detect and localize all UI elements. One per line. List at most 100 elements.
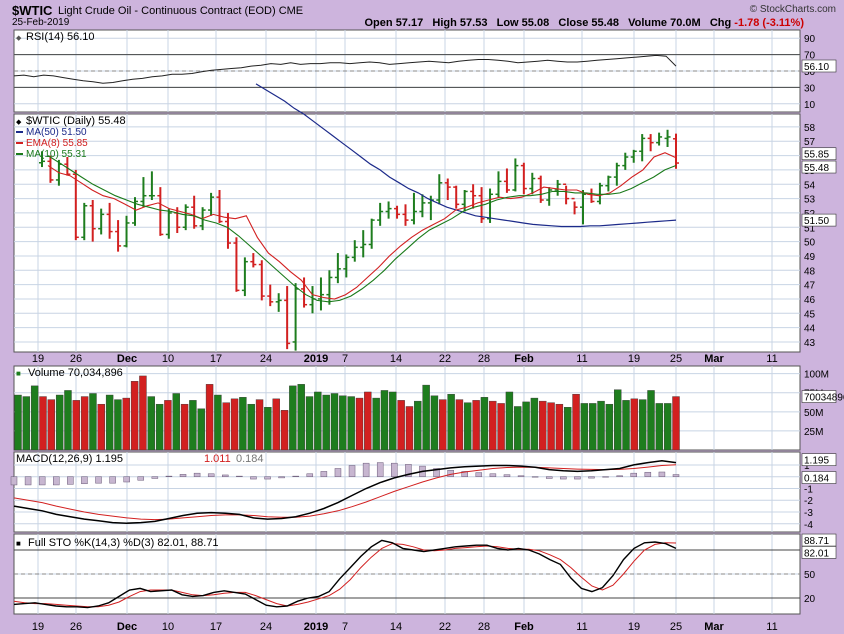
volume-bar [547, 402, 555, 451]
open-value: 57.17 [395, 17, 424, 29]
x-axis-label: 28 [478, 621, 490, 633]
x-axis-label: 14 [390, 621, 402, 633]
x-axis-label: Mar [704, 621, 724, 633]
volume-bar [314, 391, 322, 451]
macd-tick: -2 [804, 496, 813, 507]
rsi-line [13, 54, 677, 84]
volume-bar [330, 393, 339, 451]
sto-title: Full STO %K(14,3) %D(3) 82.01, 88.71 [28, 537, 219, 549]
volume-bar [147, 396, 155, 451]
volume-bar [672, 396, 680, 451]
ma50-line [255, 83, 677, 228]
legend-entry: MA(10) 55.31 [26, 149, 87, 160]
ema8-value-label: 55.85 [804, 150, 829, 161]
macd-histogram-bar [81, 476, 88, 485]
macd-histogram-bar [207, 473, 215, 477]
x-axis-label: 14 [390, 353, 402, 365]
macd-histogram-bar [461, 471, 468, 477]
volume-bar [539, 400, 547, 451]
macd-histogram-bar [24, 476, 32, 486]
macd-tick: -1 [804, 484, 813, 495]
x-axis-label: 19 [628, 621, 640, 633]
price-tick: 46 [804, 295, 816, 306]
volume-bar [364, 391, 372, 451]
volume-bar [280, 410, 289, 451]
macd-tick: 1 [804, 461, 810, 472]
volume-bar [30, 385, 39, 451]
volume-bar [405, 406, 414, 451]
macd-histogram-bar [109, 476, 116, 484]
volume-bar [72, 400, 81, 451]
x-axis-label: 10 [162, 353, 174, 365]
volume-bar [663, 403, 672, 451]
volume-bar [505, 391, 514, 451]
macd-histogram-bar [236, 475, 243, 477]
x-axis-label: 28 [478, 353, 490, 365]
volume-marker-icon: ■ [16, 369, 21, 378]
volume-bar [613, 389, 622, 451]
volume-bar [239, 397, 247, 451]
ma10-line [47, 155, 677, 303]
legend-entry: EMA(8) 55.85 [26, 138, 88, 149]
volume-bar [397, 400, 405, 451]
x-axis-label: 22 [439, 621, 451, 633]
volume-bar [139, 375, 147, 451]
volume-bar [322, 394, 330, 451]
macd-histogram-bar [320, 471, 328, 477]
brand-label: © StockCharts.com [749, 4, 836, 15]
price-tick: 51 [804, 223, 816, 234]
ema8-value-label-box [801, 147, 837, 161]
price-tick: 48 [804, 266, 816, 277]
volume-bar [305, 396, 314, 451]
x-axis-label: 2019 [304, 353, 328, 365]
volume-bar [464, 402, 472, 451]
volume-bar [589, 403, 597, 451]
macd-hist-label: 0.184 [236, 453, 264, 465]
volume-bar [164, 400, 172, 451]
x-axis-label: 17 [210, 621, 222, 633]
volume-value: 70.0M [670, 17, 701, 29]
price-panel [13, 113, 801, 353]
x-axis-label: 11 [766, 621, 777, 633]
price-tick: 50 [804, 238, 816, 249]
x-axis-label: 11 [766, 353, 777, 365]
close-value-label-box [801, 160, 837, 174]
macd-histogram-bar [503, 474, 511, 477]
x-axis-label: 7 [342, 353, 348, 365]
macd-histogram-bar [574, 476, 581, 480]
volume-bar [530, 397, 539, 451]
rsi-value-label: 56.10 [804, 62, 829, 73]
macd-histogram-bar [545, 476, 553, 479]
volume-bar [14, 394, 22, 451]
macd-histogram-bar [53, 476, 60, 486]
macd-histogram-bar [602, 476, 609, 478]
macd-histogram-bar [123, 476, 130, 483]
volume-bar [222, 402, 230, 451]
macd-histogram-bar [151, 476, 159, 479]
volume-bar [22, 396, 31, 451]
x-axis-label: 11 [576, 353, 587, 365]
macd-hist-value-label-box [801, 471, 837, 484]
close-value-label: 55.48 [804, 163, 829, 174]
x-axis-label: 19 [32, 621, 44, 633]
price-tick: 47 [804, 281, 816, 292]
low-value: 55.08 [521, 17, 550, 29]
volume-bar [97, 403, 105, 451]
volume-bar [347, 396, 355, 451]
volume-bar [447, 394, 455, 451]
x-axis-label: 2019 [304, 621, 328, 633]
rsi-tick: 50 [804, 67, 816, 78]
x-axis-label: 25 [670, 353, 682, 365]
volume-bar [339, 395, 347, 451]
sto-d-value-label-box [801, 533, 837, 547]
macd-value-label-box [801, 453, 837, 466]
volume-bar [647, 390, 655, 451]
macd-histogram-bar [475, 472, 483, 477]
volume-bar [47, 399, 56, 451]
x-axis-label: 22 [439, 353, 451, 365]
macd-histogram-bar [306, 473, 314, 477]
macd-title: MACD(12,26,9) 1.195 [16, 453, 123, 465]
price-tick: 57 [804, 137, 816, 148]
x-axis-label: 11 [576, 621, 587, 633]
volume-bar [189, 400, 197, 451]
